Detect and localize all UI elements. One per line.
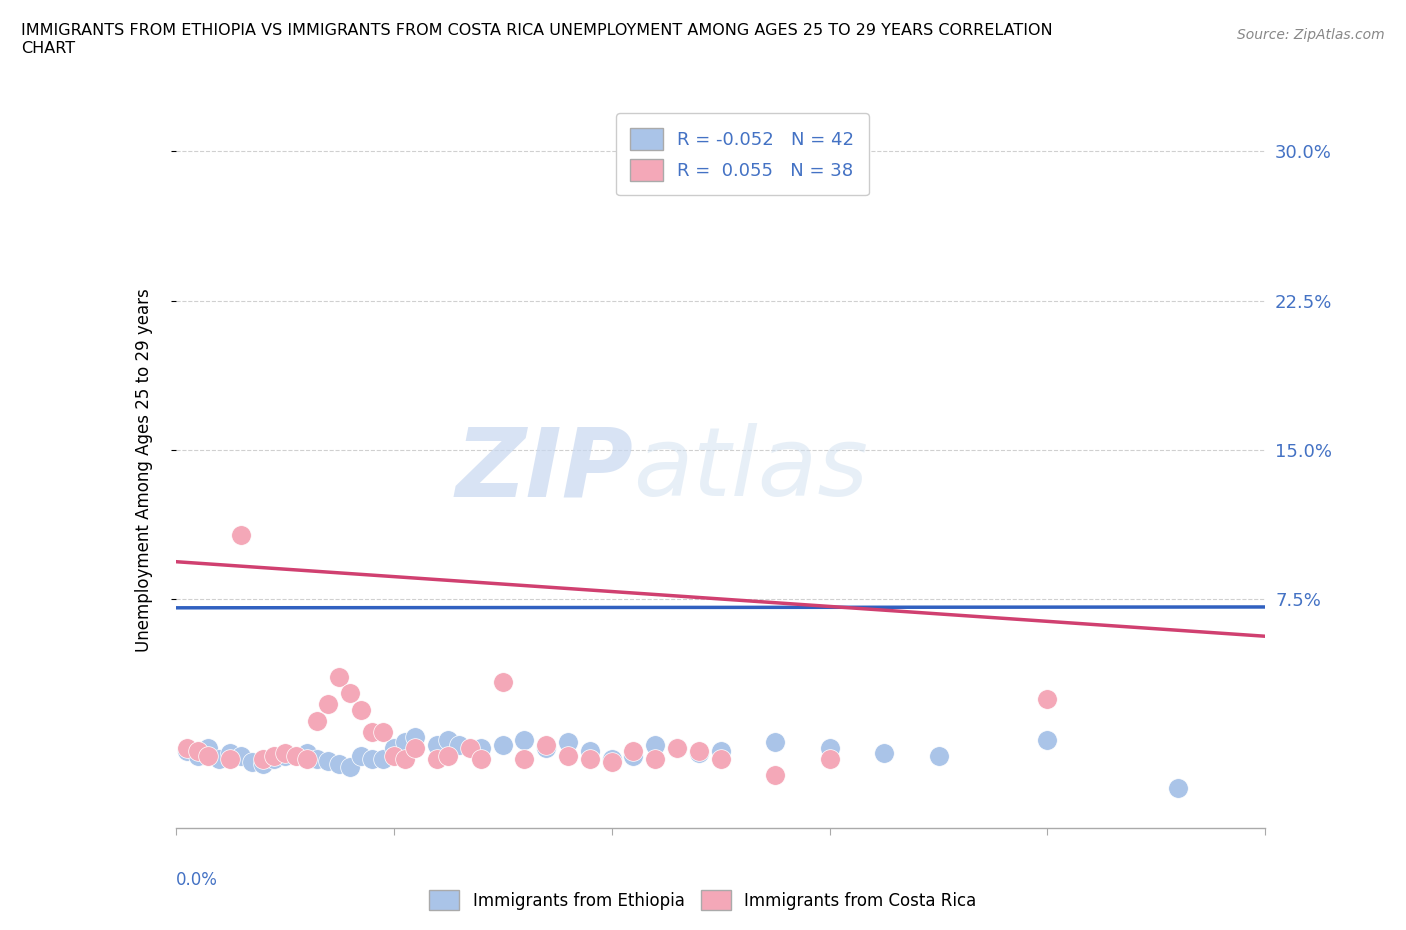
Point xyxy=(186,605,209,620)
Point xyxy=(394,611,416,626)
Point xyxy=(873,602,896,617)
Point xyxy=(231,605,253,620)
Legend: Immigrants from Ethiopia, Immigrants from Costa Rica: Immigrants from Ethiopia, Immigrants fro… xyxy=(423,884,983,917)
Point xyxy=(470,611,492,626)
Point xyxy=(513,611,536,626)
Point xyxy=(197,591,219,606)
Point xyxy=(394,581,416,596)
Point xyxy=(688,597,710,612)
Point xyxy=(240,618,263,632)
Point xyxy=(263,611,285,626)
Point xyxy=(176,591,198,606)
Point xyxy=(1167,665,1189,680)
Point xyxy=(710,597,733,612)
Text: atlas: atlas xyxy=(633,423,869,516)
Point xyxy=(1036,502,1059,517)
Point xyxy=(763,642,786,657)
Point xyxy=(644,611,666,626)
Point xyxy=(579,611,602,626)
Point xyxy=(350,605,373,620)
Point xyxy=(600,611,623,626)
Point xyxy=(492,586,515,601)
Point xyxy=(1036,578,1059,592)
Point xyxy=(252,611,274,626)
Point xyxy=(621,597,644,612)
Point xyxy=(382,605,405,620)
Point xyxy=(318,616,340,631)
Point xyxy=(534,586,557,601)
Point xyxy=(437,578,460,592)
Point xyxy=(818,611,841,626)
Point xyxy=(534,591,557,606)
Point xyxy=(710,611,733,626)
Point xyxy=(219,602,242,617)
Point xyxy=(350,522,373,537)
Point xyxy=(339,625,361,640)
Point xyxy=(360,562,382,577)
Y-axis label: Unemployment Among Ages 25 to 29 years: Unemployment Among Ages 25 to 29 years xyxy=(135,287,153,652)
Point xyxy=(818,591,841,606)
Point xyxy=(557,581,579,596)
Text: 0.0%: 0.0% xyxy=(176,870,218,889)
Point xyxy=(284,605,307,620)
Point xyxy=(492,472,515,487)
Point xyxy=(176,597,198,612)
Point xyxy=(208,611,231,626)
Point xyxy=(437,605,460,620)
Point xyxy=(405,591,427,606)
Point xyxy=(339,492,361,507)
Point xyxy=(426,586,449,601)
Point xyxy=(666,591,689,606)
Point xyxy=(307,542,329,557)
Point xyxy=(231,204,253,219)
Point xyxy=(328,462,350,477)
Point xyxy=(458,591,481,606)
Point xyxy=(371,611,394,626)
Point xyxy=(252,621,274,636)
Point xyxy=(426,611,449,626)
Point xyxy=(763,581,786,596)
Point xyxy=(360,611,382,626)
Point xyxy=(382,591,405,606)
Point xyxy=(666,591,689,606)
Point xyxy=(307,611,329,626)
Point xyxy=(371,562,394,577)
Point xyxy=(263,605,285,620)
Point xyxy=(688,602,710,617)
Point xyxy=(513,578,536,592)
Point xyxy=(600,618,623,632)
Point xyxy=(197,605,219,620)
Text: Source: ZipAtlas.com: Source: ZipAtlas.com xyxy=(1237,28,1385,42)
Point xyxy=(579,597,602,612)
Point xyxy=(447,586,470,601)
Legend: R = -0.052   N = 42, R =  0.055   N = 38: R = -0.052 N = 42, R = 0.055 N = 38 xyxy=(616,113,869,195)
Point xyxy=(274,602,297,617)
Point xyxy=(219,611,242,626)
Point xyxy=(644,586,666,601)
Point xyxy=(557,605,579,620)
Text: ZIP: ZIP xyxy=(456,423,633,516)
Point xyxy=(470,591,492,606)
Point xyxy=(295,602,318,617)
Point xyxy=(295,611,318,626)
Point xyxy=(621,605,644,620)
Point xyxy=(274,605,297,620)
Point xyxy=(328,621,350,636)
Point xyxy=(405,572,427,587)
Text: IMMIGRANTS FROM ETHIOPIA VS IMMIGRANTS FROM COSTA RICA UNEMPLOYMENT AMONG AGES 2: IMMIGRANTS FROM ETHIOPIA VS IMMIGRANTS F… xyxy=(21,23,1053,56)
Point xyxy=(186,597,209,612)
Point xyxy=(318,512,340,526)
Point xyxy=(928,605,950,620)
